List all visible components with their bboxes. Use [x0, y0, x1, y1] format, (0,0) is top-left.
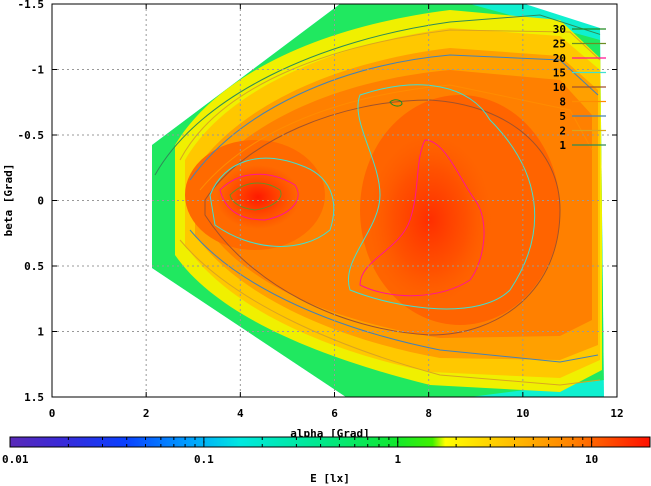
y-axis-label: beta [Grad] [2, 164, 15, 237]
x-tick-label: 0 [49, 407, 56, 420]
legend-label: 10 [553, 81, 566, 94]
contour-level-8 [199, 84, 593, 191]
contour-level-2-low [179, 239, 601, 386]
contour-level-1 [154, 14, 603, 176]
y-tick-label: 0 [37, 195, 44, 208]
legend-label: 15 [553, 67, 566, 80]
legend-label: 20 [553, 52, 566, 65]
y-tick-label: 1 [37, 326, 44, 339]
y-tick-label: -1 [31, 64, 45, 77]
legend-label: 2 [559, 125, 566, 138]
contour-lines [154, 14, 603, 386]
legend-label: 25 [553, 38, 566, 51]
colorbar-ticks: 0.01 0.1 1 10 [2, 437, 651, 466]
contour-level-5-low [189, 229, 599, 363]
y-tick-label: 1.5 [24, 391, 44, 404]
legend-label: 1 [559, 139, 566, 152]
y-tick-label: -1.5 [18, 0, 45, 11]
contour-level-5 [189, 54, 599, 181]
contour-level-15-left [209, 157, 335, 247]
x-tick-label: 12 [610, 407, 623, 420]
contour-level-20 [359, 139, 485, 297]
y-tick-label: 0.5 [24, 260, 44, 273]
colorbar-label: E [lx] [310, 472, 350, 485]
x-tick-label: 8 [425, 407, 432, 420]
x-tick-label: 4 [237, 407, 244, 420]
contour-level-15 [347, 84, 536, 310]
colorbar-tick-label: 1 [394, 453, 401, 466]
x-tick-label: 10 [516, 407, 529, 420]
legend-label: 30 [553, 23, 566, 36]
contour-level-20-left [219, 173, 299, 221]
legend-label: 8 [559, 96, 566, 109]
grid-lines [52, 4, 617, 397]
legend-label: 5 [559, 110, 566, 123]
x-tick-label: 6 [331, 407, 338, 420]
x-axis-ticks: 0 2 4 6 8 10 12 [49, 4, 624, 420]
colorbar-tick-label: 0.1 [194, 453, 214, 466]
contour-level-25 [229, 182, 282, 211]
colorbar [9, 436, 651, 448]
contour-level-30 [389, 99, 403, 107]
x-tick-label: 2 [143, 407, 150, 420]
contour-level-10 [204, 99, 561, 336]
y-axis-ticks: -1.5 -1 -0.5 0 0.5 1 1.5 [18, 0, 617, 404]
y-tick-label: -0.5 [18, 129, 45, 142]
contour-level-2 [179, 29, 601, 161]
colorbar-tick-label: 0.01 [2, 453, 29, 466]
colorbar-tick-label: 10 [585, 453, 598, 466]
